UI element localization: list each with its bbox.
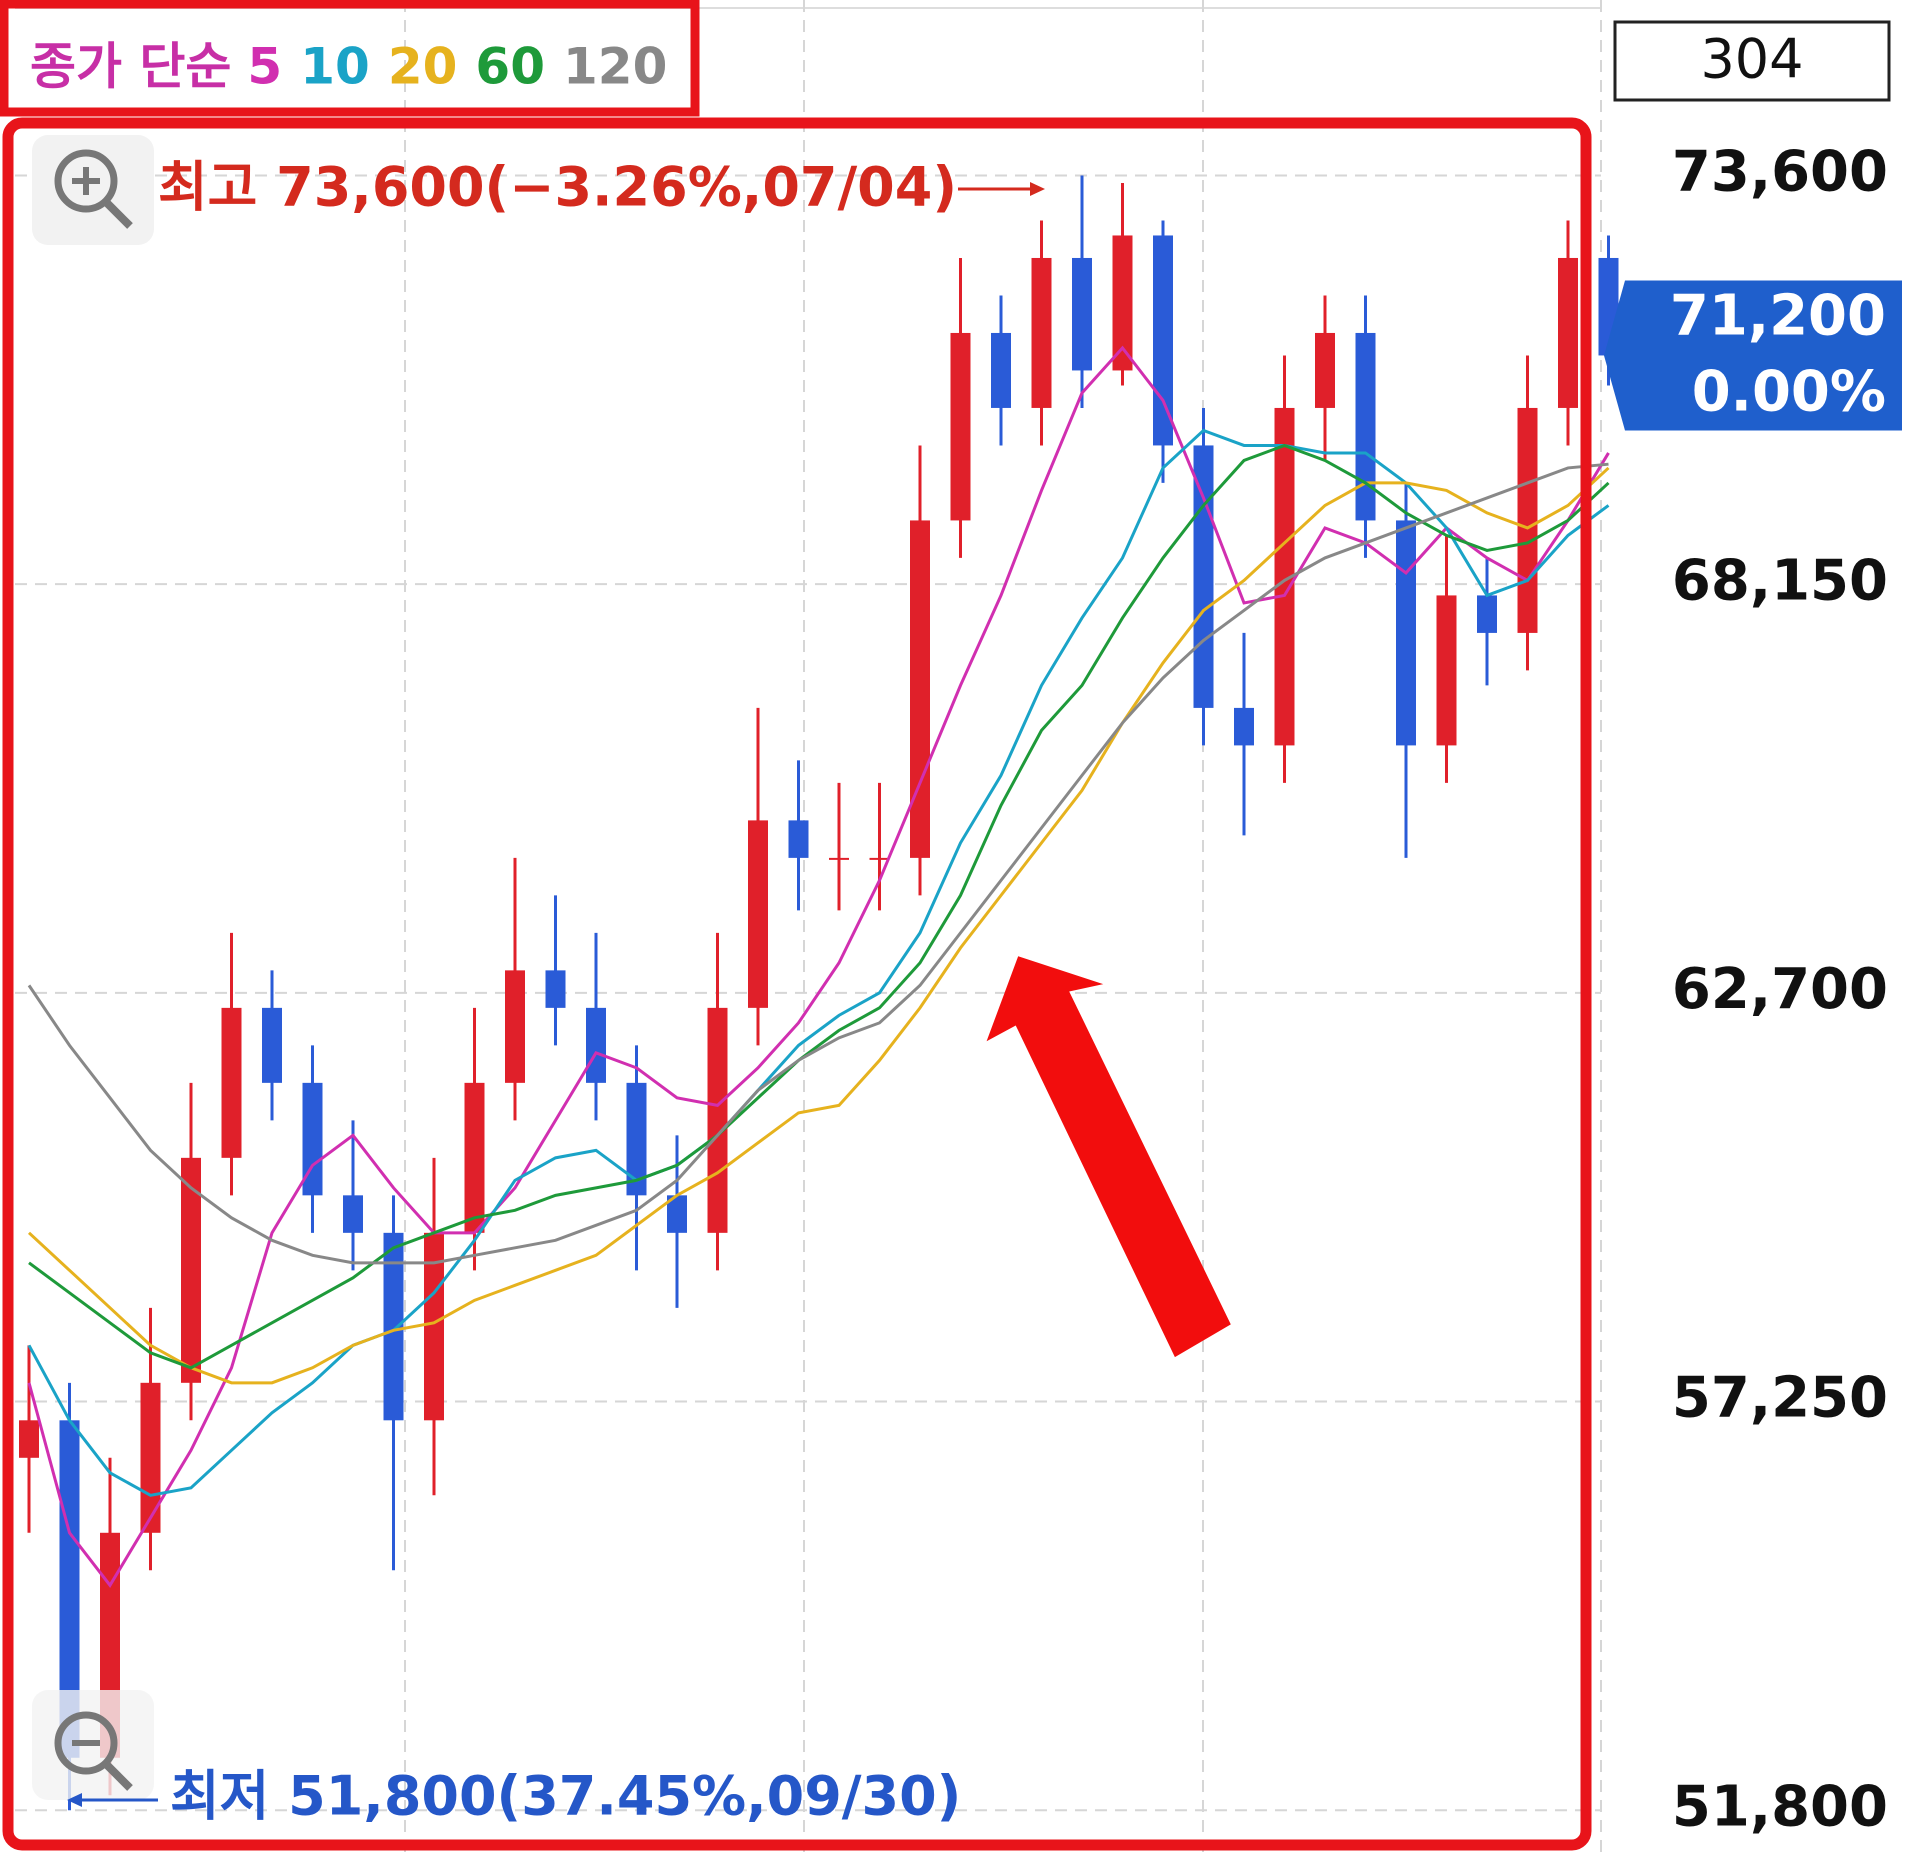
- ma-line: [28, 443, 1610, 1370]
- zoom-in-icon[interactable]: [54, 149, 118, 213]
- legend-entry: 60: [475, 38, 545, 96]
- low-arrow-head: [67, 1793, 82, 1807]
- zoom-out-button[interactable]: [32, 1690, 154, 1800]
- candle-body: [302, 1082, 323, 1196]
- highlight-box: [2, 117, 1592, 1851]
- ma-line: [27, 345, 1610, 1588]
- candle-body: [869, 857, 890, 860]
- candle-body: [829, 857, 849, 860]
- legend: 종가 단순 5 10 20 60 120: [30, 38, 667, 96]
- last-change: 0.00%: [1692, 360, 1886, 425]
- highlight-box: [0, 0, 700, 117]
- candle-body: [1274, 407, 1295, 746]
- candle-body: [181, 1157, 201, 1383]
- trend-arrow-shape: [986, 956, 1231, 1358]
- high-arrow-head: [1030, 182, 1045, 196]
- high-annotation: 최고 73,600(−3.26%,07/04): [158, 156, 957, 219]
- trend-arrow: [986, 956, 1231, 1358]
- candle-body: [950, 332, 971, 521]
- candle-body: [667, 1195, 687, 1233]
- y-tick-label: 51,800: [1672, 1774, 1888, 1839]
- candle-body: [545, 970, 566, 1008]
- low-annotation: 최저 51,800(37.45%,09/30): [170, 1765, 961, 1828]
- candle-body: [1517, 407, 1538, 633]
- candle-body: [788, 820, 809, 858]
- candle-body: [59, 1420, 80, 1758]
- candle-body: [1072, 257, 1092, 371]
- candle-body: [262, 1007, 282, 1083]
- candle-body: [1477, 595, 1497, 633]
- ma-line: [27, 466, 1610, 1385]
- last-price-flag: [1604, 280, 1902, 431]
- candle-body: [1234, 707, 1254, 746]
- legend-entry: 10: [300, 38, 370, 96]
- candle-body: [1558, 257, 1578, 408]
- zoom-in-icon[interactable]: [103, 199, 133, 229]
- legend-title: 종가 단순: [30, 38, 231, 96]
- zoom-in-button[interactable]: [32, 135, 154, 245]
- candle-body: [424, 1232, 444, 1421]
- last-price: 71,200: [1670, 284, 1886, 349]
- legend-entry: 5: [247, 38, 282, 96]
- candle-body: [19, 1420, 39, 1458]
- candle-body: [991, 332, 1011, 408]
- candle-body: [1396, 520, 1416, 746]
- period-box[interactable]: [1613, 20, 1891, 102]
- zoom-out-icon[interactable]: [103, 1761, 133, 1791]
- candle-body: [140, 1382, 161, 1533]
- ma-line: [27, 428, 1610, 1497]
- candle-body: [748, 820, 768, 1008]
- y-tick-label: 57,250: [1672, 1366, 1888, 1431]
- legend-entry: 120: [563, 38, 667, 96]
- candle-body: [505, 970, 525, 1083]
- y-tick-label: 73,600: [1672, 140, 1888, 205]
- candle-body: [910, 520, 930, 858]
- candle-body: [383, 1232, 404, 1421]
- candle-body: [464, 1082, 485, 1233]
- y-tick-label: 62,700: [1672, 957, 1888, 1022]
- candle-body: [1315, 332, 1335, 408]
- candle-body: [1355, 332, 1376, 521]
- candle-body: [586, 1007, 606, 1083]
- candle-body: [626, 1082, 647, 1196]
- legend-entry: 20: [388, 38, 458, 96]
- candle-body: [1436, 595, 1457, 746]
- period[interactable]: 304: [1700, 28, 1803, 91]
- zoom-out-icon[interactable]: [54, 1711, 118, 1775]
- candle-body: [221, 1007, 242, 1158]
- plot-area: [15, 174, 1619, 1812]
- candle-body: [707, 1007, 728, 1233]
- y-tick-label: 68,150: [1672, 548, 1888, 613]
- candle-body: [1031, 257, 1052, 408]
- candle-body: [1112, 235, 1133, 371]
- ma-line: [27, 462, 1609, 1265]
- candle-body: [343, 1195, 363, 1233]
